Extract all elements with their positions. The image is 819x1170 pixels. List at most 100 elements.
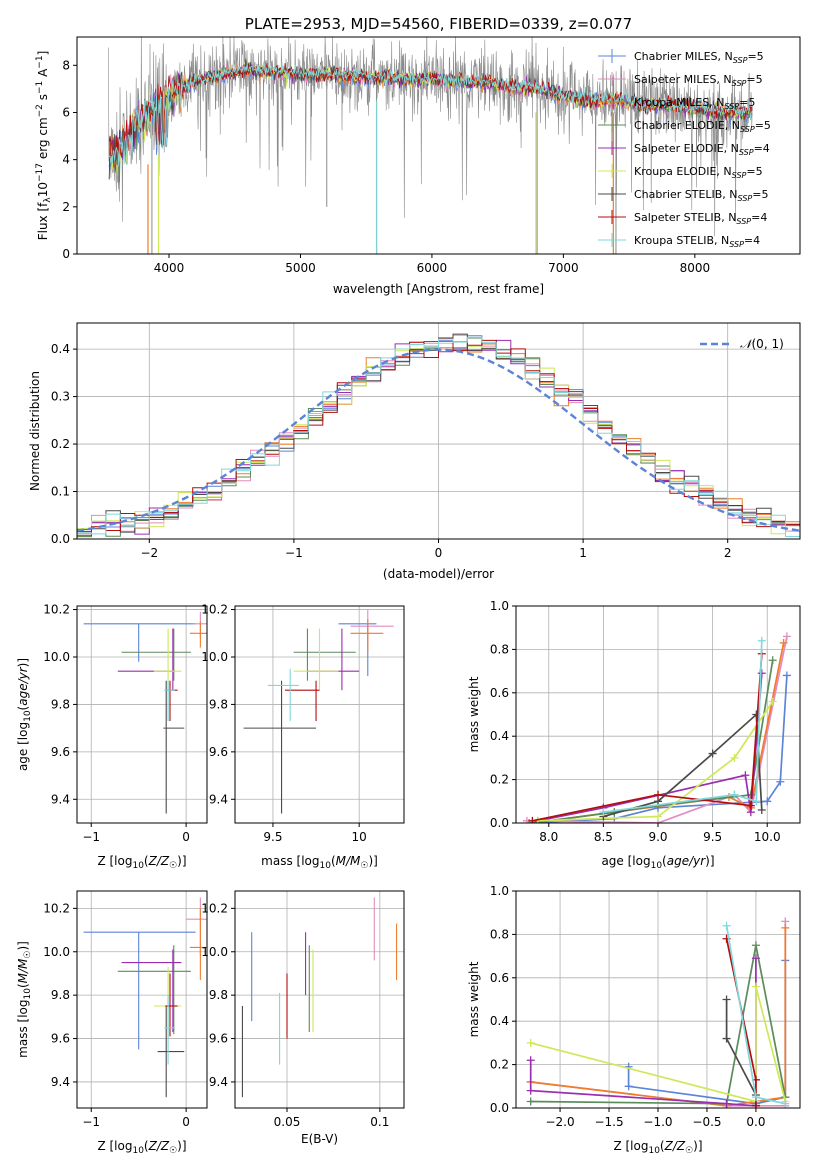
weight-vs-Z-lines	[526, 917, 790, 1108]
y-tick-label: 10.0	[43, 650, 70, 664]
y-tick-label: 9.8	[51, 988, 70, 1002]
gaussian-curve	[77, 348, 800, 532]
age-vs-mass-frame	[234, 605, 405, 824]
y-tick-label: 9.4	[209, 792, 228, 806]
y-tick-label: 9.6	[51, 1032, 70, 1046]
weight-point	[528, 816, 537, 823]
weight-point	[722, 921, 731, 930]
y-tick-label: 0.3	[51, 390, 70, 404]
legend-entry: Chabrier ELODIE, NSSP=5	[634, 119, 771, 134]
weight-point	[782, 671, 791, 680]
mass-vs-ebv-frame	[234, 890, 405, 1109]
y-tick-label: 9.8	[51, 697, 70, 711]
x-tick-label: 4000	[154, 261, 185, 275]
weight-point	[768, 656, 777, 665]
weight-line	[530, 986, 787, 1103]
age-vs-mass-points	[243, 609, 394, 814]
weight-line	[530, 945, 787, 1105]
mass-vs-Z-frame	[76, 890, 208, 1109]
x-tick-label: −1	[82, 830, 100, 844]
x-axis-label: Z [log10(Z/Z☉)]	[97, 1139, 186, 1156]
age-vs-mass-axes: 9.5 10 9.4 9.6 9.8 10.0 10.2	[201, 603, 404, 844]
legend-entry: Kroupa MILES, NSSP=5	[634, 96, 755, 111]
x-tick-label: 8.5	[594, 830, 613, 844]
weight-point	[757, 805, 766, 814]
weight-point	[768, 697, 777, 706]
legend-entry: Salpeter MILES, NSSP=5	[634, 73, 763, 88]
y-tick-label: 10.2	[201, 603, 228, 617]
weight-point	[781, 1099, 790, 1108]
y-tick-label: 8	[62, 58, 70, 72]
y-tick-label: 9.8	[209, 697, 228, 711]
age-vs-Z-axes: −1 0 9.4 9.6 9.8 10.0 10.2	[43, 603, 207, 844]
weight-point	[763, 797, 772, 806]
x-axis-label: mass [log10(M/M☉)]	[261, 854, 378, 871]
chart-title: PLATE=2953, MJD=54560, FIBERID=0339, z=0…	[245, 15, 632, 33]
weight-point	[526, 1097, 535, 1106]
y-tick-label: 0.1	[51, 485, 70, 499]
weight-line	[529, 958, 757, 1107]
weight-point	[751, 1101, 760, 1108]
y-tick-label: 0.8	[490, 642, 509, 656]
x-tick-label: 0	[182, 1115, 190, 1129]
y-tick-label: 9.4	[209, 1075, 228, 1089]
x-axis-label: Z [log10(Z/Z☉)]	[613, 1139, 702, 1156]
y-axis-label: mass weight	[467, 961, 481, 1037]
y-tick-label: 9.6	[209, 745, 228, 759]
mass-vs-Z-axes: −1 0 9.4 9.6 9.8 10.0 10.2	[43, 891, 207, 1129]
y-tick-label: 10.2	[201, 901, 228, 915]
residual-histogram	[77, 336, 800, 537]
mass-vs-Z-points	[83, 897, 207, 1098]
x-tick-label: −1	[82, 1115, 100, 1129]
weight-line	[537, 701, 774, 822]
y-tick-label: 1.0	[490, 599, 509, 613]
y-tick-label: 0.0	[490, 1101, 509, 1115]
x-tick-label: 8000	[680, 261, 711, 275]
weight-point	[526, 1086, 535, 1095]
weight-vs-Z-frame	[515, 890, 801, 1109]
y-tick-label: 9.4	[51, 792, 70, 806]
weight-point	[599, 808, 608, 817]
weight-line	[603, 640, 763, 813]
x-tick-label: 5000	[285, 261, 316, 275]
x-tick-label: 6000	[417, 261, 448, 275]
x-tick-label: 0.0	[746, 1115, 765, 1129]
weight-point	[751, 954, 760, 963]
x-axis-label: E(B-V)	[301, 1132, 338, 1146]
x-tick-label: −1.0	[643, 1115, 672, 1129]
y-tick-label: 0.8	[490, 927, 509, 941]
x-tick-label: 9.5	[263, 830, 282, 844]
mass-vs-ebv-points	[241, 897, 398, 1098]
x-tick-label: 0.1	[370, 1115, 389, 1129]
weight-point	[751, 1093, 760, 1102]
y-axis-label: Flux [fλ10−17 erg cm−2 s−1 A−1]	[35, 51, 53, 241]
spectrum-lines	[108, 37, 753, 254]
x-tick-label: 10.0	[754, 830, 781, 844]
y-tick-label: 9.6	[209, 1032, 228, 1046]
weight-vs-age-axes: 8.0 8.5 9.0 9.5 10.0 0.0 0.2 0.4 0.6 0.8 1.0	[490, 599, 800, 844]
y-tick-label: 9.6	[51, 745, 70, 759]
y-tick-label: 9.4	[51, 1075, 70, 1089]
weight-line	[532, 653, 763, 822]
weight-point	[741, 771, 750, 780]
legend-entry: Kroupa STELIB, NSSP=4	[634, 234, 760, 249]
weight-vs-Z-axes: −2.0 −1.5 −1.0 −0.5 0.0 0.0 0.2 0.4 0.6 0.8 1.0	[490, 884, 800, 1129]
x-axis-label: wavelength [Angstrom, rest frame]	[333, 282, 544, 296]
y-tick-label: 10.2	[43, 603, 70, 617]
y-tick-label: 0.2	[51, 437, 70, 451]
x-tick-label: 0	[435, 546, 443, 560]
weight-point	[751, 941, 760, 950]
y-tick-label: 0.0	[490, 816, 509, 830]
legend-entry: Chabrier MILES, NSSP=5	[634, 50, 764, 65]
y-tick-label: 0.2	[490, 1058, 509, 1072]
x-tick-label: 9.0	[648, 830, 667, 844]
weight-point	[751, 982, 760, 991]
legend-entry: 𝒩(0, 1)	[740, 337, 784, 351]
model-spectrum-line	[108, 62, 753, 168]
y-tick-label: 0.4	[490, 729, 509, 743]
x-tick-label: −2.0	[545, 1115, 574, 1129]
x-tick-label: 0.05	[274, 1115, 301, 1129]
weight-point	[526, 1056, 535, 1065]
weight-point	[779, 638, 788, 647]
